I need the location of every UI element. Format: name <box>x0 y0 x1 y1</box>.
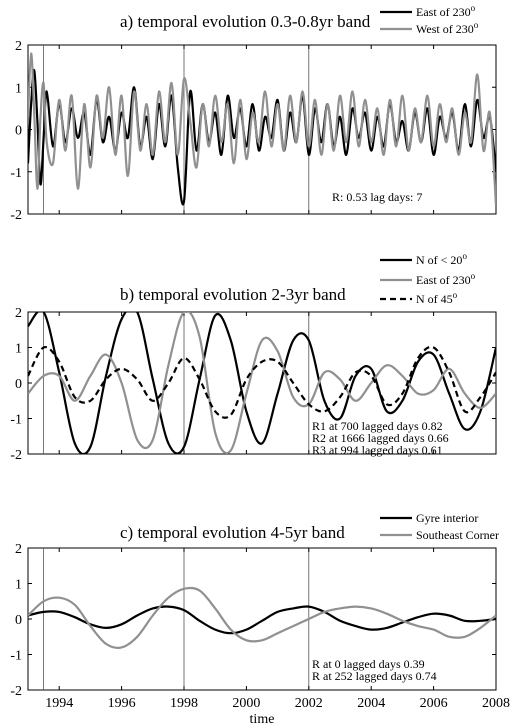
legend: Gyre interior Southeast Corner <box>380 511 499 542</box>
x-tick-label: 2006 <box>420 696 448 711</box>
y-tick-label: 0 <box>15 377 22 392</box>
series-line-2 <box>28 52 496 206</box>
series-line-1 <box>28 312 496 454</box>
y-tick-label: 2 <box>15 39 22 54</box>
panel-title: a) temporal evolution 0.3-0.8yr band <box>120 12 371 31</box>
legend-label: Gyre interior <box>416 511 478 525</box>
y-tick-label: 2 <box>15 542 22 557</box>
x-tick-label: 1994 <box>45 696 73 711</box>
annotation-text: R at 252 lagged days 0.74 <box>312 669 437 683</box>
annotation-text: R3 at 994 lagged days 0.61 <box>312 443 443 457</box>
annotation-text: R: 0.53 lag days: 7 <box>332 190 422 204</box>
y-tick-label: -2 <box>10 684 22 699</box>
panel-3: c) temporal evolution 4-5yr band -2 -1 0 1 2 1… <box>10 511 510 727</box>
panel-title: b) temporal evolution 2-3yr band <box>120 285 346 304</box>
legend-label: N of 45o <box>416 290 458 306</box>
legend-label: Southeast Corner <box>416 528 499 542</box>
legend-label: East of 230o <box>416 3 476 19</box>
panel-2: b) temporal evolution 2-3yr band -2 -1 0 1 2 N… <box>10 251 497 463</box>
x-tick-label: 1998 <box>170 696 198 711</box>
x-axis-label: time <box>250 712 275 727</box>
y-tick-label: 1 <box>15 578 22 593</box>
annotation-text: R at 0 lagged days 0.39 <box>312 657 425 671</box>
legend: N of < 20o East of 230o N of 45o <box>380 251 476 306</box>
y-tick-label: -1 <box>10 649 22 664</box>
annotation-text: R2 at 1666 lagged days 0.66 <box>312 431 449 445</box>
y-tick-label: 1 <box>15 342 22 357</box>
y-tick-label: -2 <box>10 448 22 463</box>
legend-label: West of 230o <box>416 20 479 36</box>
panel-title: c) temporal evolution 4-5yr band <box>120 523 345 542</box>
series-line-3 <box>28 345 496 419</box>
legend-label: N of < 20o <box>416 251 467 267</box>
legend-label: East of 230o <box>416 271 476 287</box>
y-tick-label: -2 <box>10 208 22 223</box>
series-line-2 <box>28 586 496 649</box>
y-tick-label: 1 <box>15 81 22 96</box>
x-tick-label: 2008 <box>482 696 510 711</box>
panel-1: a) temporal evolution 0.3-0.8yr band -2 -1… <box>10 3 497 223</box>
x-tick-label: 2004 <box>357 696 385 711</box>
y-tick-label: 0 <box>15 613 22 628</box>
series-line-2 <box>28 312 496 454</box>
annotation-text: R1 at 700 lagged days 0.82 <box>312 419 443 433</box>
y-tick-label: -1 <box>10 166 22 181</box>
x-tick-label: 2000 <box>232 696 260 711</box>
y-tick-label: 2 <box>15 306 22 321</box>
x-tick-label: 2002 <box>295 696 323 711</box>
series-line-1 <box>28 605 496 635</box>
series-line-1 <box>28 69 496 206</box>
y-tick-label: 0 <box>15 124 22 139</box>
x-tick-label: 1996 <box>108 696 136 711</box>
y-tick-label: -1 <box>10 413 22 428</box>
